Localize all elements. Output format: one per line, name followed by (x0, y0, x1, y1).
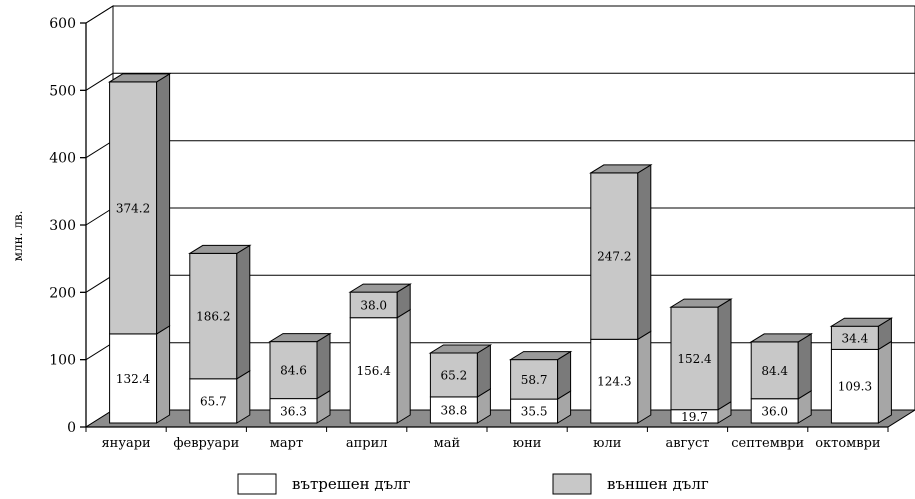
data-label-internal: 36.0 (761, 404, 788, 418)
bar-side-internal (396, 308, 411, 424)
bar-top-external (348, 283, 412, 293)
y-axis-title: млн. лв. (11, 211, 25, 262)
bar-segment-external (349, 291, 398, 319)
x-tick-label: януари (101, 436, 150, 451)
bar-segment-external (670, 306, 719, 411)
x-tick-label: юли (593, 436, 621, 451)
bar-stack: 35.5 58.7 (508, 350, 573, 424)
bar-top-external (508, 351, 573, 361)
y-tick-label: 200 (49, 285, 76, 301)
data-label-external: 152.4 (677, 352, 712, 366)
legend: вътрешен дълг външен дълг (237, 473, 709, 495)
data-label-internal: 109.3 (838, 380, 872, 394)
bar-top-external (428, 344, 493, 354)
tick-labels: януари февруари март април май юни юли август се… (49, 16, 880, 451)
y-tick-label: 100 (49, 353, 76, 369)
gridline (85, 72, 915, 91)
bar-stack: 156.4 38.0 (348, 283, 412, 424)
data-label-external: 38.0 (360, 298, 387, 312)
axes (80, 22, 889, 432)
bar-top-external (749, 333, 813, 343)
legend-label-internal: вътрешен дълг (292, 475, 411, 493)
bars: 132.4 374.2 65.7 186.2 36.3 84.6 156.4 38.0 38.8… (107, 73, 894, 424)
bar-side-external (637, 164, 652, 341)
y-tick-label: 400 (49, 151, 76, 167)
y-tick-label: 600 (49, 16, 76, 32)
data-label-external: 58.7 (521, 373, 548, 387)
bar-segment-external (269, 341, 318, 400)
bar-side-external (797, 333, 812, 400)
bar-segment-internal (269, 398, 318, 424)
bar-segment-internal (189, 378, 238, 424)
legend-label-external: външен дълг (607, 475, 709, 493)
bar-stack: 124.3 247.2 (589, 164, 653, 424)
x-tick-label: август (665, 436, 709, 451)
data-label-internal: 132.4 (116, 372, 151, 386)
bar-side-external (156, 73, 171, 335)
x-tick-label: юни (513, 436, 542, 451)
legend-swatch-internal (237, 473, 277, 495)
data-label-external: 65.2 (441, 368, 468, 382)
bar-stack: 36.0 84.4 (749, 333, 813, 424)
data-label-external: 84.6 (280, 364, 307, 378)
legend-swatch-external (552, 473, 592, 495)
bar-stack: 109.3 34.4 (829, 317, 894, 424)
bar-stack: 19.7 152.4 (669, 298, 733, 424)
x-tick-label: март (270, 436, 303, 451)
bar-top-external (589, 164, 653, 174)
data-label-external: 34.4 (842, 331, 869, 345)
data-label-external: 186.2 (196, 310, 230, 324)
y-tick-label: 300 (49, 218, 76, 234)
bar-side-internal (236, 369, 251, 424)
bar-segment-internal (109, 333, 158, 424)
x-tick-label: май (434, 436, 461, 451)
bar-top-external (669, 298, 733, 308)
x-tick-label: октомври (815, 436, 880, 451)
data-label-internal: 38.8 (441, 403, 468, 417)
bar-side-external (476, 344, 491, 398)
data-label-internal: 35.5 (521, 405, 548, 419)
bar-segment-external (109, 81, 158, 335)
bar-stack: 38.8 65.2 (428, 344, 493, 424)
gridline (85, 5, 915, 24)
x-tick-label: февруари (173, 436, 239, 451)
data-label-internal: 65.7 (200, 394, 227, 408)
bar-segment-internal (590, 338, 639, 424)
bar-top-external (107, 73, 172, 83)
bar-side-external (316, 332, 331, 400)
x-tick-label: април (346, 436, 388, 451)
data-label-external: 84.4 (761, 364, 788, 378)
bar-stack: 36.3 84.6 (268, 332, 332, 424)
bar-segment-external (510, 359, 559, 400)
bar-side-external (236, 244, 251, 380)
data-label-external: 247.2 (597, 250, 631, 264)
y-tick-label: 0 (67, 420, 76, 436)
bar-side-internal (156, 325, 171, 424)
bar-segment-internal (429, 396, 478, 424)
bar-segment-external (590, 172, 639, 340)
y-tick-label: 500 (49, 83, 76, 99)
bar-top-external (268, 333, 332, 343)
bar-side-internal (877, 340, 892, 424)
bar-top-external (829, 317, 894, 327)
x-tick-label: септември (731, 436, 804, 451)
data-label-internal: 124.3 (597, 375, 631, 389)
data-label-external: 374.2 (116, 201, 150, 215)
bar-segment-internal (750, 398, 799, 424)
bar-segment-internal (830, 348, 879, 424)
data-label-internal: 156.4 (357, 364, 392, 378)
bar-side-internal (637, 330, 652, 424)
bar-segment-external (429, 352, 478, 398)
bar-side-external (717, 298, 732, 411)
bar-top-external (188, 244, 252, 254)
data-label-internal: 36.3 (280, 404, 307, 418)
bar-stack: 65.7 186.2 (188, 244, 252, 424)
data-label-internal: 19.7 (681, 410, 708, 424)
bar-stack: 132.4 374.2 (107, 73, 172, 424)
